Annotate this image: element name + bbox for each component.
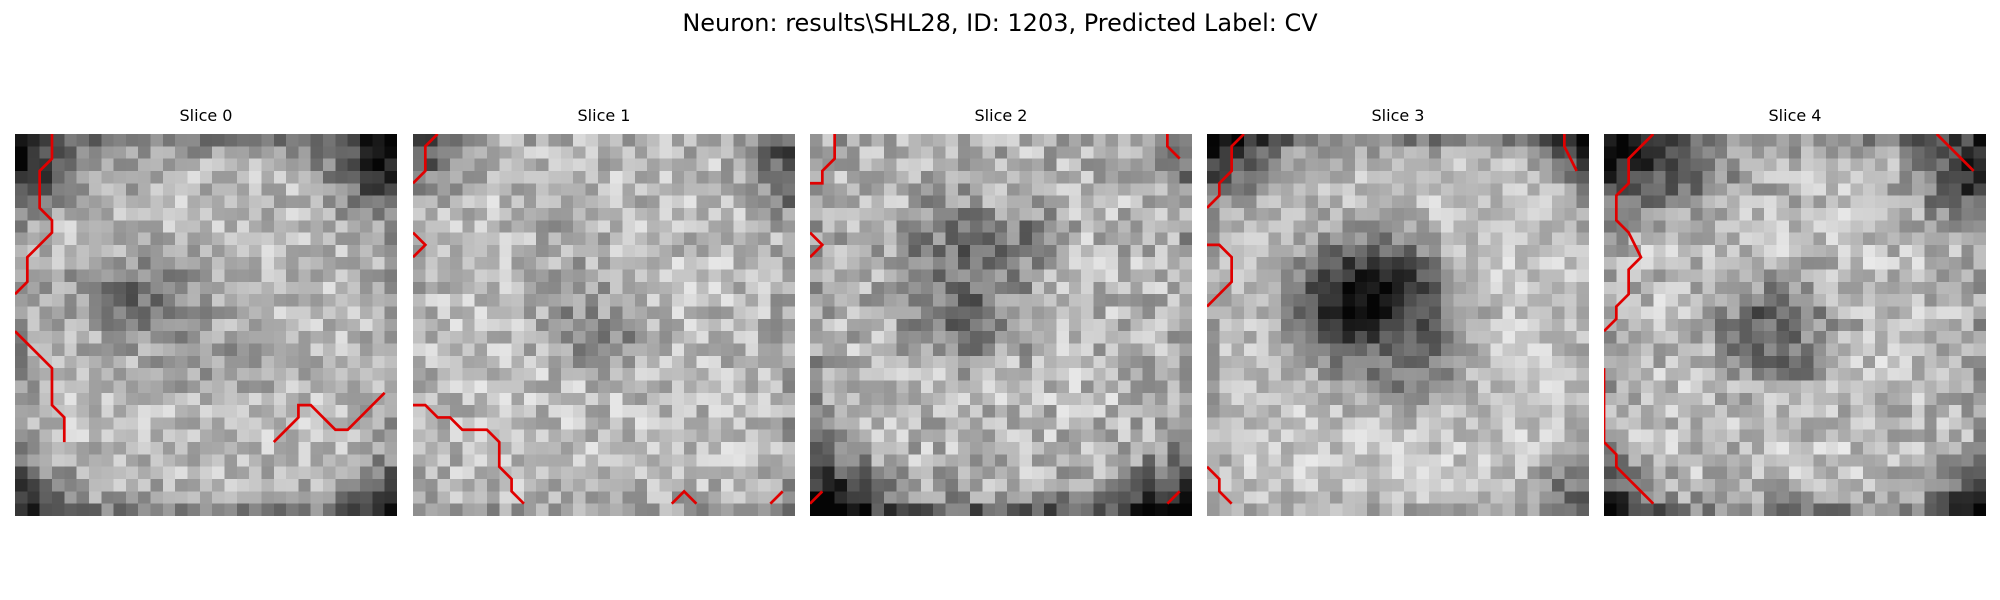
contour-line	[1207, 134, 1245, 209]
slice-panel-3: Slice 3	[1207, 106, 1589, 516]
contour-line	[413, 134, 439, 185]
contour-line	[810, 490, 824, 505]
slice-title: Slice 3	[1371, 106, 1425, 125]
contour-line	[670, 489, 698, 505]
contour-line	[1207, 243, 1234, 308]
contour-line	[1165, 134, 1181, 160]
slice-image-4	[1604, 134, 1986, 516]
contour-line	[15, 330, 66, 443]
contour-line	[769, 490, 784, 505]
contour-line	[15, 134, 54, 296]
contour-line	[272, 391, 386, 444]
contour-line	[1604, 368, 1655, 505]
contour-line	[1562, 134, 1578, 172]
slice-image-3	[1207, 134, 1589, 516]
figure-title: Neuron: results\SHL28, ID: 1203, Predict…	[682, 9, 1318, 37]
slice-image-0	[15, 134, 397, 516]
slice-panel-0: Slice 0	[15, 106, 397, 516]
contour-line	[1935, 134, 1975, 172]
contour-line	[1604, 134, 1655, 333]
contour-line	[1166, 490, 1181, 505]
contour-line	[1207, 465, 1233, 505]
slice-title: Slice 2	[974, 106, 1028, 125]
slice-panel-2: Slice 2	[810, 106, 1192, 516]
slice-title: Slice 0	[179, 106, 233, 125]
contour-line	[810, 134, 837, 185]
slice-panel-1: Slice 1	[413, 106, 795, 516]
slice-panel-4: Slice 4	[1604, 106, 1986, 516]
contour-line	[413, 231, 428, 259]
contour-line	[810, 231, 825, 259]
slice-title: Slice 1	[577, 106, 631, 125]
slice-image-1	[413, 134, 795, 516]
slice-title: Slice 4	[1768, 106, 1822, 125]
slice-image-2	[810, 134, 1192, 516]
contour-line	[413, 403, 525, 505]
